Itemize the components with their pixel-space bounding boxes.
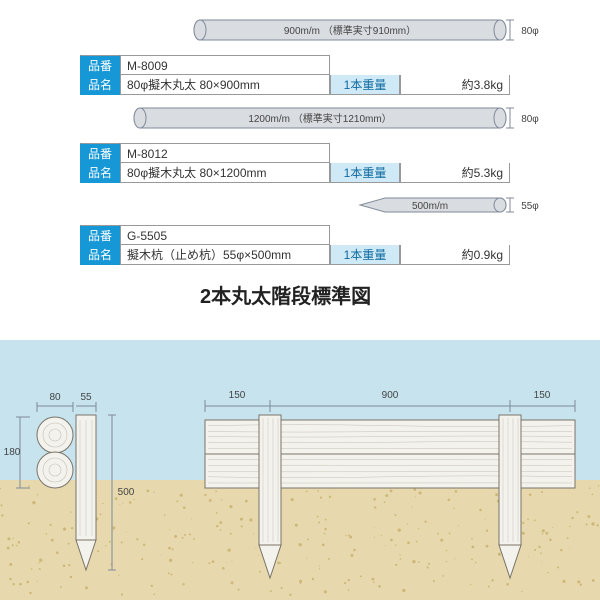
code: G-5505	[120, 225, 330, 245]
weight: 約5.3kg	[400, 163, 510, 183]
svg-text:55φ: 55φ	[521, 201, 539, 212]
svg-text:900m/m （標準実寸910mm）: 900m/m （標準実寸910mm）	[284, 24, 416, 37]
name-label: 品名	[80, 75, 120, 95]
weight-label: 1本重量	[330, 163, 400, 183]
name-label: 品名	[80, 163, 120, 183]
product-diagram: 900m/m （標準実寸910mm） 80φ 1200m/m （標準実寸1210mm…	[0, 0, 600, 600]
svg-text:80φ: 80φ	[521, 26, 539, 37]
code-label: 品番	[80, 143, 120, 163]
weight: 約3.8kg	[400, 75, 510, 95]
h180: 180	[4, 447, 21, 458]
standard-diagram: 80 55 180 500	[0, 310, 600, 600]
svg-text:1200m/m （標準実寸1210mm）: 1200m/m （標準実寸1210mm）	[248, 112, 391, 125]
name: 80φ擬木丸太 80×900mm	[120, 75, 330, 95]
product-table: 品番M-8009品名80φ擬木丸太 80×900mm1本重量約3.8kg	[80, 55, 510, 95]
product-table: 品番G-5505品名擬木杭（止め杭）55φ×500mm1本重量約0.9kg	[80, 225, 510, 265]
code-label: 品番	[80, 225, 120, 245]
standard-title: 2本丸太階段標準図	[200, 280, 371, 309]
code-label: 品番	[80, 55, 120, 75]
product-table: 品番M-8012品名80φ擬木丸太 80×1200mm1本重量約5.3kg	[80, 143, 510, 183]
h500: 500	[118, 487, 135, 498]
weight-label: 1本重量	[330, 75, 400, 95]
svg-text:500m/m: 500m/m	[412, 201, 448, 212]
weight: 約0.9kg	[400, 245, 510, 265]
code: M-8012	[120, 143, 330, 163]
name: 80φ擬木丸太 80×1200mm	[120, 163, 330, 183]
name: 擬木杭（止め杭）55φ×500mm	[120, 245, 330, 265]
d80: 80	[49, 392, 61, 403]
name-label: 品名	[80, 245, 120, 265]
w150a: 150	[229, 390, 246, 401]
w150b: 150	[534, 390, 551, 401]
weight-label: 1本重量	[330, 245, 400, 265]
svg-text:80φ: 80φ	[521, 114, 539, 125]
w900: 900	[382, 390, 399, 401]
code: M-8009	[120, 55, 330, 75]
d55: 55	[80, 392, 92, 403]
